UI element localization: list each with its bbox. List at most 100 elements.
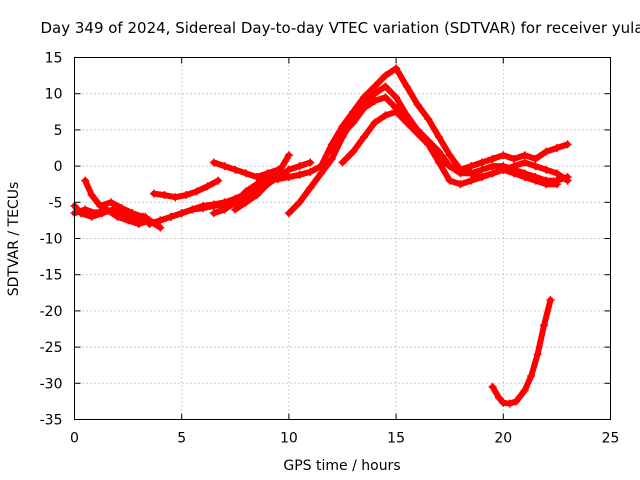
data-point xyxy=(370,118,379,127)
y-tick-label: -5 xyxy=(49,195,63,211)
data-point xyxy=(188,205,197,214)
data-point xyxy=(467,176,476,185)
data-point xyxy=(510,154,519,163)
data-point xyxy=(192,187,201,196)
series-trace xyxy=(489,297,554,407)
data-point xyxy=(359,93,368,102)
data-point xyxy=(381,82,390,91)
data-point xyxy=(542,180,551,189)
y-tick-label: -10 xyxy=(40,232,63,248)
series-arc-3 xyxy=(81,176,160,229)
data-point xyxy=(359,104,368,113)
data-point xyxy=(520,158,529,167)
data-point xyxy=(434,133,443,142)
data-point xyxy=(531,154,540,163)
data-point xyxy=(317,169,326,178)
data-point xyxy=(274,172,283,181)
data-point xyxy=(214,176,223,185)
series-arc-14 xyxy=(338,107,561,189)
data-point xyxy=(220,198,229,207)
data-point xyxy=(542,147,551,156)
x-tick-label: 15 xyxy=(387,431,405,447)
data-point xyxy=(445,151,454,160)
data-point xyxy=(540,321,549,330)
x-tick-label: 5 xyxy=(177,431,186,447)
data-point xyxy=(87,191,96,200)
data-point xyxy=(563,176,572,185)
series-arc-8 xyxy=(209,158,283,181)
data-point xyxy=(263,169,272,178)
data-point xyxy=(510,169,519,178)
data-point xyxy=(402,82,411,91)
data-point xyxy=(209,200,218,209)
data-point xyxy=(370,96,379,105)
x-axis-title: GPS time / hours xyxy=(283,458,400,474)
y-tick-label: -35 xyxy=(40,413,63,429)
data-point xyxy=(306,167,315,176)
data-point xyxy=(413,100,422,109)
y-tick-label: 10 xyxy=(45,87,63,103)
y-tick-label: -20 xyxy=(40,304,63,320)
data-point xyxy=(359,133,368,142)
data-point xyxy=(467,162,476,171)
y-tick-label: -30 xyxy=(40,376,63,392)
data-point xyxy=(552,169,561,178)
data-point xyxy=(145,220,154,229)
data-point xyxy=(220,205,229,214)
data-point xyxy=(295,170,304,179)
data-point xyxy=(242,187,251,196)
data-point xyxy=(349,118,358,127)
data-point xyxy=(434,158,443,167)
data-point xyxy=(156,216,165,225)
data-point xyxy=(413,129,422,138)
data-point xyxy=(445,162,454,171)
data-point xyxy=(177,209,186,218)
data-point xyxy=(349,107,358,116)
y-tick-label: 15 xyxy=(45,51,63,67)
data-point xyxy=(252,187,261,196)
series-arc-10 xyxy=(242,158,315,203)
data-point xyxy=(434,147,443,156)
data-point xyxy=(477,172,486,181)
data-point xyxy=(263,180,272,189)
data-point xyxy=(98,209,107,218)
data-point xyxy=(392,107,401,116)
data-point xyxy=(499,151,508,160)
x-tick-label: 10 xyxy=(280,431,298,447)
data-point xyxy=(542,165,551,174)
data-point xyxy=(117,204,126,213)
data-point xyxy=(370,89,379,98)
data-point xyxy=(370,82,379,91)
data-point xyxy=(531,176,540,185)
data-point xyxy=(546,296,555,305)
data-point xyxy=(139,212,148,221)
data-point xyxy=(531,162,540,171)
data-point xyxy=(209,158,218,167)
data-point xyxy=(284,151,293,160)
axis-ticks xyxy=(74,57,611,420)
data-point xyxy=(381,93,390,102)
data-point xyxy=(527,372,536,381)
data-point xyxy=(456,169,465,178)
data-point xyxy=(349,147,358,156)
data-point xyxy=(209,209,218,218)
data-series xyxy=(70,64,572,408)
data-point xyxy=(477,165,486,174)
data-point xyxy=(284,165,293,174)
data-point xyxy=(477,158,486,167)
data-point xyxy=(149,189,158,198)
data-point xyxy=(495,393,504,402)
data-point xyxy=(424,115,433,124)
data-point xyxy=(445,176,454,185)
data-point xyxy=(520,172,529,181)
data-point xyxy=(160,191,169,200)
data-point xyxy=(402,118,411,127)
data-point xyxy=(231,165,240,174)
data-point xyxy=(242,169,251,178)
data-point xyxy=(563,140,572,149)
data-point xyxy=(231,205,240,214)
data-point xyxy=(203,182,212,191)
data-point xyxy=(252,172,261,181)
y-tick-labels: 15 10 5 0 -5 -10 -15 -20 -25 -30 -35 xyxy=(40,51,63,429)
data-point xyxy=(520,386,529,395)
